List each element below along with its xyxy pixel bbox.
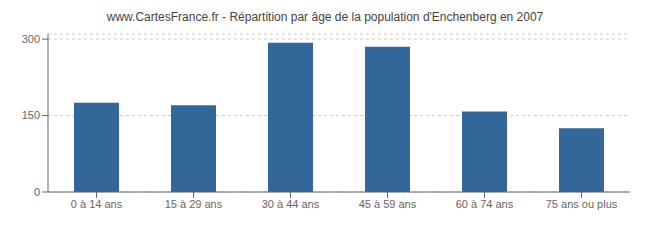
svg-text:150: 150 — [22, 109, 40, 121]
svg-text:75 ans ou plus: 75 ans ou plus — [546, 198, 618, 210]
html-text:www.CartesFrance.fr - Répartit: www.CartesFrance.fr - Répartition par âg… — [106, 10, 544, 24]
svg-text:0: 0 — [34, 186, 40, 198]
svg-text:15 à 29 ans: 15 à 29 ans — [165, 198, 223, 210]
svg-text:30 à 44 ans: 30 à 44 ans — [262, 198, 320, 210]
svg-text:60 à 74 ans: 60 à 74 ans — [456, 198, 514, 210]
svg-text:0 à 14 ans: 0 à 14 ans — [71, 198, 123, 210]
svg-text:300: 300 — [22, 33, 40, 45]
svg-text:45 à 59 ans: 45 à 59 ans — [359, 198, 417, 210]
